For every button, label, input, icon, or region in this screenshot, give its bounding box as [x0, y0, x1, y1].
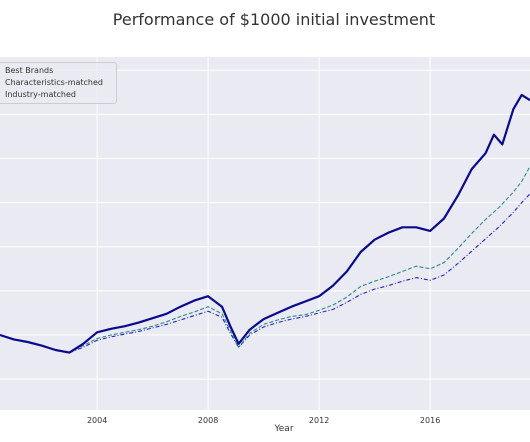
- series-line-industry-matched: [0, 193, 530, 354]
- x-tick-label: 2012: [309, 416, 329, 425]
- legend-item-industry-matched: Industry-matched: [5, 90, 76, 99]
- x-tick-label: 2016: [420, 416, 440, 425]
- series-line-best-brands: [0, 93, 530, 354]
- legend-item-best-brands: Best Brands: [5, 66, 54, 75]
- series-line-characteristics-matched: [0, 166, 530, 354]
- x-tick-label: 2004: [87, 416, 107, 425]
- plot-area: [0, 57, 530, 410]
- chart-title: Performance of $1000 initial investment: [112, 10, 436, 29]
- legend-item-characteristics-matched: Characteristics-matched: [5, 78, 103, 87]
- x-axis-label: Year: [274, 424, 294, 434]
- x-tick-label: 2008: [198, 416, 218, 425]
- chart-legend: Best Brands Characteristics-matched Indu…: [0, 62, 117, 104]
